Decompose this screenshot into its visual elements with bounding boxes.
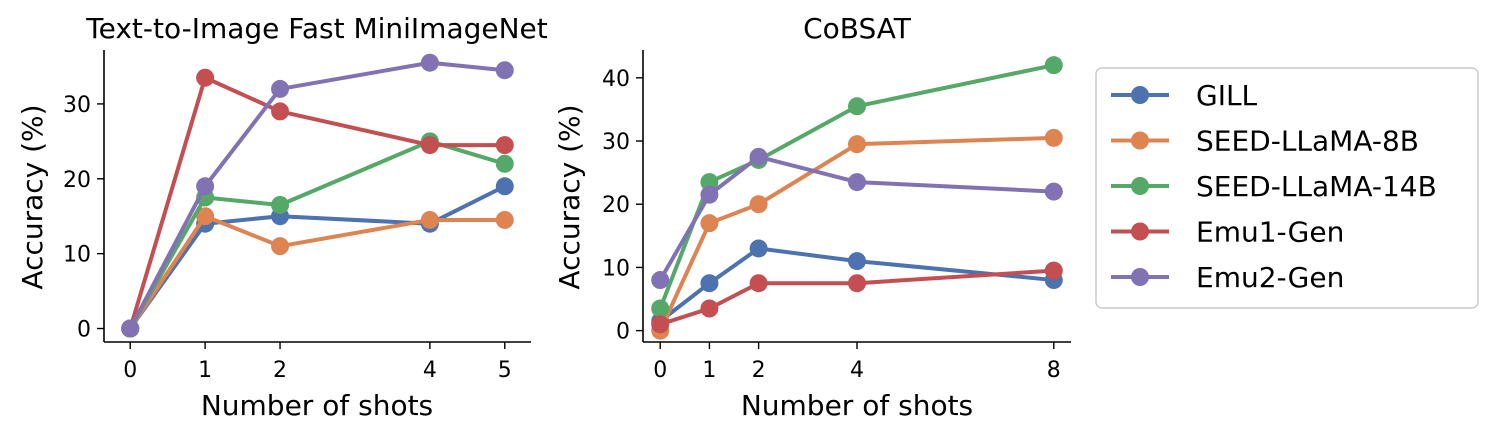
x-axis-label: Number of shots <box>741 389 973 422</box>
data-point <box>420 53 439 72</box>
data-point <box>271 79 290 98</box>
data-point <box>749 274 768 293</box>
series-emu2-gen <box>121 53 514 338</box>
series-gill <box>121 177 514 338</box>
data-point <box>495 61 514 80</box>
legend-marker <box>1131 177 1149 195</box>
series-emu2-gen <box>651 147 1063 290</box>
axes: 0 10 20 30 0 1 2 4 5 <box>63 50 531 383</box>
series-seed-llama-8b <box>121 207 514 338</box>
data-point <box>848 135 866 154</box>
data-point <box>700 214 719 233</box>
data-point <box>700 299 719 318</box>
x-tick-label: 0 <box>123 358 137 383</box>
legend-entry: GILL <box>1111 79 1258 112</box>
x-axis-label: Number of shots <box>201 389 433 422</box>
data-point <box>700 185 719 204</box>
legend-items: GILL SEED-LLaMA-8B SEED-LLaMA-14B Emu1-Gen E… <box>1111 79 1437 294</box>
chart-mini-imagenet: Text-to-Image Fast MiniImageNet Accuracy… <box>16 12 548 422</box>
legend-label: Emu1-Gen <box>1196 216 1344 249</box>
y-tick-label: 40 <box>602 67 630 92</box>
data-point <box>420 136 439 155</box>
data-point <box>749 195 768 214</box>
data-point <box>749 239 768 258</box>
y-tick-label: 30 <box>63 93 91 118</box>
x-tick-label: 2 <box>273 358 287 383</box>
legend-label: SEED-LLaMA-14B <box>1196 170 1437 203</box>
data-point <box>271 102 290 121</box>
y-tick-label: 20 <box>63 168 91 193</box>
x-tick-label: 8 <box>1047 358 1061 383</box>
x-tick-label: 5 <box>498 358 512 383</box>
data-point <box>749 147 768 166</box>
data-point <box>495 210 514 229</box>
y-axis-label: Accuracy (%) <box>553 104 586 289</box>
y-tick-label: 30 <box>602 130 630 155</box>
series-line <box>128 184 506 330</box>
legend-marker <box>1131 86 1149 104</box>
axes: 0 10 20 30 40 0 1 2 4 8 <box>602 50 1071 383</box>
y-axis-label: Accuracy (%) <box>16 104 49 289</box>
data-point <box>196 68 215 87</box>
data-point <box>1044 261 1063 280</box>
series-line <box>128 139 506 330</box>
data-point <box>420 210 439 229</box>
x-tick-label: 1 <box>702 358 716 383</box>
y-tick-label: 10 <box>63 243 91 268</box>
legend-entry: SEED-LLaMA-14B <box>1111 170 1437 203</box>
data-point <box>651 271 670 290</box>
legend-marker <box>1131 268 1149 286</box>
data-point <box>848 97 866 116</box>
legend-label: Emu2-Gen <box>1196 261 1344 294</box>
series-emu1-gen <box>121 68 514 338</box>
chart-title: CoBSAT <box>803 12 912 45</box>
legend-entry: Emu1-Gen <box>1111 216 1344 249</box>
data-point <box>848 173 866 192</box>
plot-area <box>651 56 1063 340</box>
x-tick-label: 1 <box>198 358 212 383</box>
legend-marker <box>1131 131 1149 150</box>
legend-frame <box>1095 67 1479 309</box>
data-point <box>196 177 215 196</box>
data-point <box>271 195 290 214</box>
series-line <box>128 75 505 330</box>
data-point <box>651 299 670 318</box>
chart-title: Text-to-Image Fast MiniImageNet <box>85 12 548 45</box>
x-tick-label: 4 <box>850 358 864 383</box>
y-tick-label: 0 <box>616 320 630 345</box>
data-point <box>495 177 514 196</box>
data-point <box>495 136 514 155</box>
legend-entry: SEED-LLaMA-8B <box>1111 125 1419 158</box>
data-point <box>495 154 514 173</box>
data-point <box>848 274 866 293</box>
x-tick-label: 4 <box>423 358 437 383</box>
legend-label: SEED-LLaMA-8B <box>1196 125 1419 158</box>
legend-entry: Emu2-Gen <box>1111 261 1344 294</box>
x-tick-label: 2 <box>752 358 766 383</box>
y-tick-label: 10 <box>602 256 630 281</box>
data-point <box>1044 56 1063 75</box>
chart-cobsat: CoBSAT Accuracy (%) Number of shots 0102… <box>553 12 1071 422</box>
data-point <box>1044 182 1063 201</box>
data-point <box>848 252 866 271</box>
series-emu1-gen <box>651 261 1063 334</box>
data-point <box>1044 128 1063 147</box>
data-point <box>651 315 670 334</box>
plot-area <box>121 53 514 338</box>
x-tick-label: 0 <box>653 358 667 383</box>
series-line <box>128 60 505 330</box>
legend: GILL SEED-LLaMA-8B SEED-LLaMA-14B Emu1-Gen E… <box>1095 67 1479 309</box>
data-point <box>700 274 719 293</box>
data-point <box>121 319 140 338</box>
data-point <box>196 207 215 226</box>
y-tick-label: 20 <box>602 193 630 218</box>
legend-label: GILL <box>1196 79 1258 112</box>
y-tick-label: 0 <box>77 318 91 343</box>
data-point <box>271 237 290 256</box>
legend-marker <box>1131 222 1149 241</box>
data-point <box>700 173 719 192</box>
